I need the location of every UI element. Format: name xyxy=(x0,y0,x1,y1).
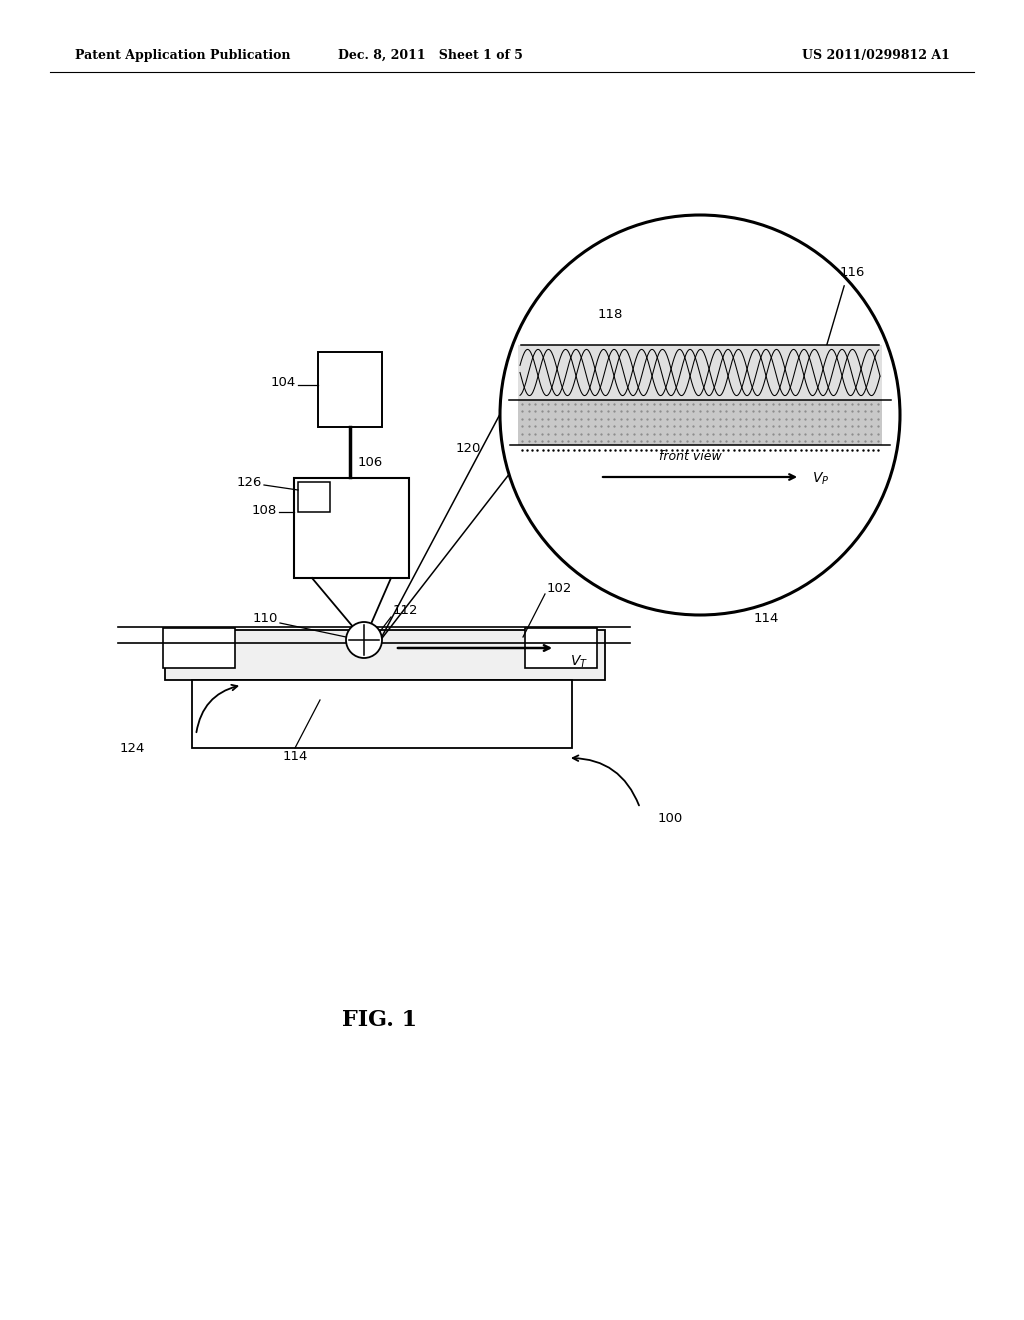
Text: US 2011/0299812 A1: US 2011/0299812 A1 xyxy=(802,49,950,62)
Bar xyxy=(294,478,409,578)
Text: 114: 114 xyxy=(754,611,779,624)
Text: 104: 104 xyxy=(270,375,296,388)
Bar xyxy=(298,482,330,512)
Text: 100: 100 xyxy=(658,812,683,825)
Text: $\mathit{V}_\mathit{P}$: $\mathit{V}_\mathit{P}$ xyxy=(812,471,829,487)
Text: 124: 124 xyxy=(120,742,145,755)
Text: 106: 106 xyxy=(358,455,383,469)
Text: 112: 112 xyxy=(393,603,419,616)
Bar xyxy=(525,628,597,668)
Circle shape xyxy=(500,215,900,615)
Text: front view: front view xyxy=(658,450,721,463)
Text: Dec. 8, 2011   Sheet 1 of 5: Dec. 8, 2011 Sheet 1 of 5 xyxy=(338,49,522,62)
Text: FIG. 1: FIG. 1 xyxy=(342,1008,418,1031)
Text: 108: 108 xyxy=(252,503,278,516)
Bar xyxy=(518,400,882,445)
Text: 102: 102 xyxy=(547,582,572,594)
Text: 110: 110 xyxy=(253,611,278,624)
Text: $\mathit{V}_\mathit{T}$: $\mathit{V}_\mathit{T}$ xyxy=(570,653,588,671)
Bar xyxy=(165,630,605,680)
Text: Patent Application Publication: Patent Application Publication xyxy=(75,49,291,62)
Bar xyxy=(518,345,882,400)
Text: 126: 126 xyxy=(237,475,262,488)
Bar xyxy=(318,352,382,426)
Bar xyxy=(163,628,234,668)
Text: 118: 118 xyxy=(598,309,624,322)
Text: 114: 114 xyxy=(283,751,307,763)
Bar xyxy=(193,680,572,748)
Circle shape xyxy=(346,622,382,657)
Text: 116: 116 xyxy=(840,267,865,280)
Text: 120: 120 xyxy=(456,441,481,454)
